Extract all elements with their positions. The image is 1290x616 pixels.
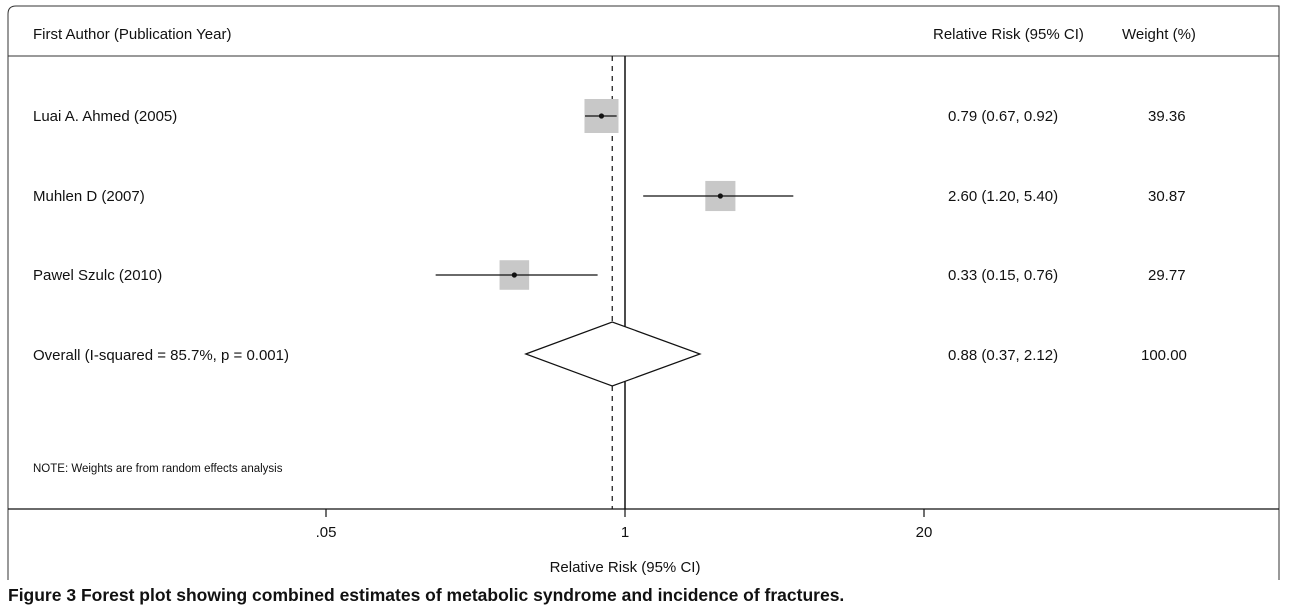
study-label: Pawel Szulc (2010) <box>33 267 162 284</box>
study-weight: 30.87 <box>1148 188 1186 205</box>
study-ci-text: 0.79 (0.67, 0.92) <box>948 108 1058 125</box>
study-label: Luai A. Ahmed (2005) <box>33 108 177 125</box>
study-weight: 29.77 <box>1148 267 1186 284</box>
study-ci-text: 2.60 (1.20, 5.40) <box>948 188 1058 205</box>
overall-diamond <box>524 321 702 387</box>
caption-text: Forest plot showing combined estimates o… <box>80 585 845 605</box>
figure-caption: Figure 3 Forest plot showing combined es… <box>8 585 1278 606</box>
header-estimate: Relative Risk (95% CI) <box>933 26 1084 43</box>
overall-label: Overall (I-squared = 85.7%, p = 0.001) <box>33 347 289 364</box>
caption-label: Figure 3 <box>8 585 77 605</box>
point-estimate <box>511 272 517 278</box>
x-axis-label: Relative Risk (95% CI) <box>550 559 701 576</box>
study-ci-text: 0.33 (0.15, 0.76) <box>948 267 1058 284</box>
x-tick-label: 20 <box>916 524 933 541</box>
note-text: NOTE: Weights are from random effects an… <box>33 463 283 475</box>
overall-ci-text: 0.88 (0.37, 2.12) <box>948 347 1058 364</box>
x-tick-label: 1 <box>621 524 629 541</box>
study-weight: 39.36 <box>1148 108 1186 125</box>
point-estimate <box>717 193 723 199</box>
header-weight: Weight (%) <box>1122 26 1196 43</box>
x-tick-label: .05 <box>316 524 337 541</box>
study-label: Muhlen D (2007) <box>33 188 145 205</box>
header-study: First Author (Publication Year) <box>33 26 231 43</box>
point-estimate <box>598 113 605 119</box>
overall-weight: 100.00 <box>1141 347 1187 364</box>
panel-border <box>7 5 1280 580</box>
